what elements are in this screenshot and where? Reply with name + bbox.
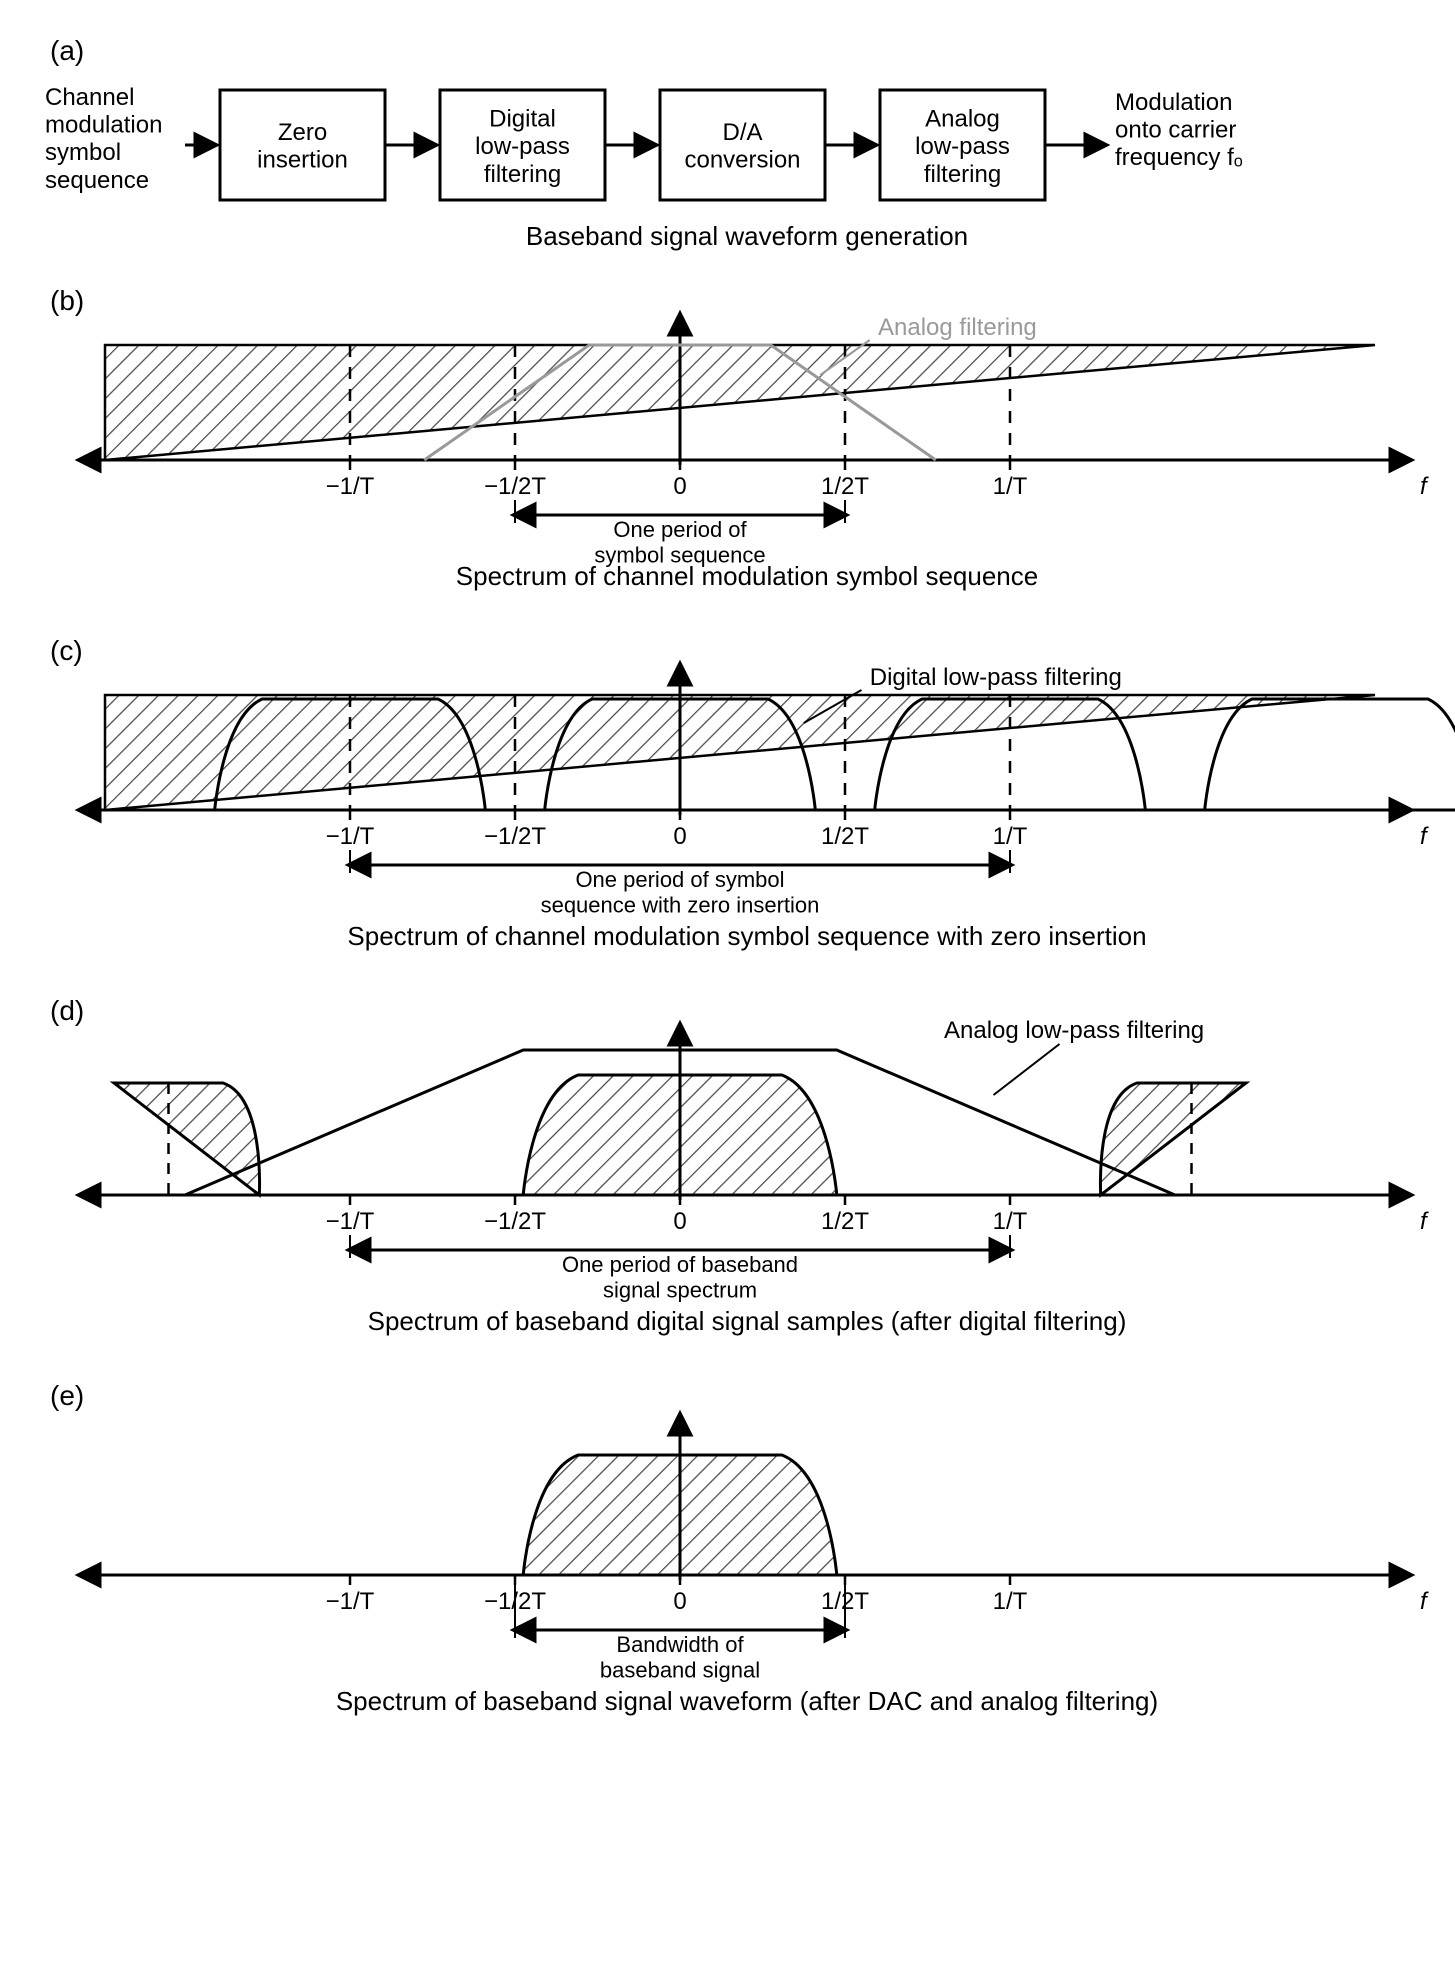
tick-label: 0 [673,473,686,500]
tick-label: 0 [673,1208,686,1235]
digital-filter-curve [1205,699,1455,810]
axis-label: f [1420,473,1429,500]
side-lobe [1100,1083,1245,1195]
spectrum-strip [105,345,1375,460]
side-lobe [114,1083,259,1195]
tick-label: 1/2T [821,473,869,500]
tick-label: −1/T [326,1208,375,1235]
panel-d: (d) −1/T −1/2T 0 1/2T 1/T f Analog low-pass fil… [50,995,1429,1336]
panel-letter: (e) [50,1380,84,1411]
axis-label: f [1420,1208,1429,1235]
axis-label: f [1420,823,1429,850]
tick-label: −1/2T [484,473,546,500]
block-label: Digitallow-passfiltering [475,106,570,188]
tick-label: −1/T [326,473,375,500]
panel-caption: Spectrum of channel modulation symbol se… [456,561,1038,591]
panel-letter: (c) [50,635,83,666]
panel-letter: (a) [50,35,84,66]
period-label: One period of symbolsequence with zero i… [541,867,820,917]
panel-b: (b) −1/T −1/2T 0 1/2T 1/T f Analog filtering One… [50,285,1429,591]
tick-label: 1/2T [821,823,869,850]
tick-label: 1/T [993,1208,1028,1235]
tick-label: −1/T [326,1588,375,1615]
tick-label: 1/T [993,1588,1028,1615]
panel-letter: (d) [50,995,84,1026]
panel-caption: Spectrum of baseband signal waveform (af… [336,1686,1158,1716]
panel-letter: (b) [50,285,84,316]
spectrum-strip [105,695,1375,810]
period-label: Bandwidth ofbaseband signal [600,1632,760,1682]
tick-label: 1/2T [821,1208,869,1235]
panel-caption: Baseband signal waveform generation [526,221,968,251]
input-label: Channelmodulationsymbolsequence [45,84,162,194]
tick-label: −1/T [326,823,375,850]
filter-label: Analog filtering [878,314,1037,341]
tick-label: 0 [673,823,686,850]
output-label: Modulationonto carrierfrequency fₒ [1115,89,1243,171]
period-label: One period of basebandsignal spectrum [562,1252,798,1302]
tick-label: −1/2T [484,1208,546,1235]
panel-a: (a)ChannelmodulationsymbolsequenceZeroin… [45,35,1243,251]
tick-label: 1/T [993,823,1028,850]
period-label: One period ofsymbol sequence [594,517,765,567]
figure: (a)ChannelmodulationsymbolsequenceZeroin… [20,20,1455,1950]
axis-label: f [1420,1588,1429,1615]
tick-label: −1/2T [484,823,546,850]
tick-label: 1/T [993,473,1028,500]
panel-caption: Spectrum of channel modulation symbol se… [347,921,1146,951]
block-label: Analoglow-passfiltering [915,106,1010,188]
tick-label: 0 [673,1588,686,1615]
panel-c: (c) −1/T −1/2T 0 1/2T 1/T f Digital low-pass fi… [50,635,1455,951]
filter-label: Digital low-pass filtering [870,664,1122,691]
panel-e: (e)−1/T−1/2T01/2T1/TfBandwidth ofbaseban… [50,1380,1429,1716]
filter-label: Analog low-pass filtering [944,1017,1204,1044]
panel-caption: Spectrum of baseband digital signal samp… [368,1306,1127,1336]
